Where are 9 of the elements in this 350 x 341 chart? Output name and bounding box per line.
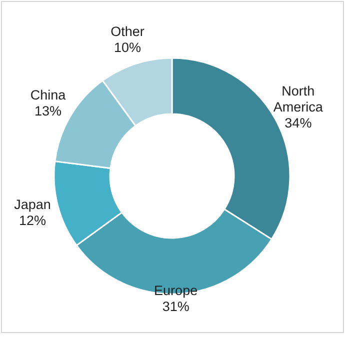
slice-label: North America (273, 84, 324, 115)
data-label: 13% (34, 104, 62, 119)
data-label: 34% (284, 116, 312, 131)
data-label: 10% (114, 40, 142, 56)
slice-label: Japan (14, 196, 51, 212)
data-label: 12% (19, 212, 46, 228)
data-label: 31% (162, 298, 190, 314)
slice-label: China (30, 88, 66, 103)
slice-label: Other (110, 24, 145, 40)
